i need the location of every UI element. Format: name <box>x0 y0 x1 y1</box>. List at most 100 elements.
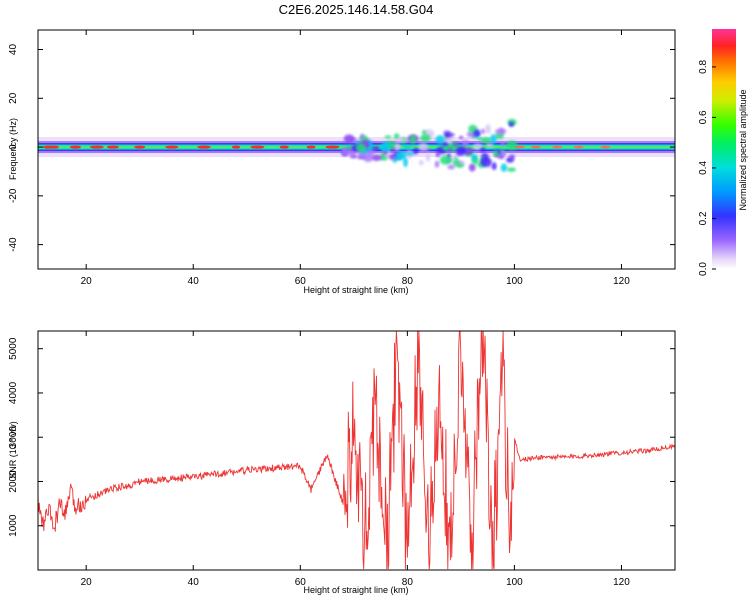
scatter-blob <box>434 160 440 168</box>
snr-x-ticks: 20 40 60 80 100 120 <box>81 331 630 588</box>
scatter-blob <box>355 143 367 153</box>
y-tick-label: 5000 <box>8 337 19 360</box>
heatmap-frame <box>37 29 676 270</box>
y-tick-label: 0 <box>8 144 19 150</box>
scatter-blob <box>435 134 445 145</box>
band-peak <box>600 145 611 149</box>
scatter-blob <box>418 159 424 166</box>
colorbar-ticks: 0.0 0.2 0.4 0.6 0.8 <box>698 60 716 276</box>
scatter-blob <box>371 146 381 150</box>
scatter-blob <box>485 143 494 148</box>
scatter-blob <box>350 151 357 156</box>
scatter-blob <box>485 124 491 134</box>
colorbar: 0.0 0.2 0.4 0.6 0.8 Normalized spectral ampl… <box>698 29 748 276</box>
scatter-blob <box>393 133 400 140</box>
y-tick-label: 2000 <box>8 470 19 493</box>
scatter-blob <box>480 157 492 167</box>
scatter-blob <box>468 163 476 172</box>
band-peak <box>573 145 584 149</box>
x-tick-label: 100 <box>506 276 523 287</box>
snr-x-axis-label: Height of straight line (km) <box>303 585 408 595</box>
scatter-blob <box>481 137 492 144</box>
scatter-blob <box>506 140 518 151</box>
scatter-blob <box>394 142 401 151</box>
scatter-blob <box>481 128 486 134</box>
heatmap-y-axis-label: Frequency (Hz) <box>8 118 18 180</box>
y-tick-label: 20 <box>8 92 19 104</box>
scatter-blob <box>420 134 431 142</box>
y-tick-label: -20 <box>8 188 19 203</box>
heatmap-panel: 20 40 60 80 100 120 40 20 0 -20 -40 Height of str… <box>8 29 676 295</box>
scatter-blob <box>447 164 455 170</box>
colorbar-tick-label: 0.0 <box>698 262 709 276</box>
scatter-blob <box>473 129 481 137</box>
scatter-blob <box>355 140 361 145</box>
scatter-blob <box>380 142 391 152</box>
scatter-blob <box>506 167 517 172</box>
band-peak <box>279 145 289 149</box>
scatter-blob <box>409 134 417 145</box>
scatter-blob <box>490 134 497 144</box>
scatter-blob <box>465 148 473 155</box>
colorbar-tick-label: 0.8 <box>698 60 709 74</box>
scatter-blob <box>500 141 506 147</box>
band-peak <box>106 145 119 149</box>
snr-frame <box>37 330 676 571</box>
band-peak <box>197 145 211 149</box>
scatter-blob <box>413 147 419 155</box>
colorbar-label: Normalized spectral amplitude <box>738 89 748 210</box>
y-tick-label: -40 <box>8 237 19 252</box>
colorbar-tick-label: 0.2 <box>698 211 709 225</box>
heatmap-spectrum <box>38 118 675 172</box>
scatter-blob <box>500 163 508 172</box>
x-tick-label: 80 <box>402 577 414 588</box>
scatter-blob <box>508 121 514 127</box>
scatter-blob <box>384 135 392 139</box>
band-peak <box>250 145 265 149</box>
band-peak <box>89 145 104 149</box>
band-peak <box>49 145 59 149</box>
x-tick-label: 60 <box>295 276 307 287</box>
scatter-blob <box>453 142 459 147</box>
snr-y-axis-label: SNR (10 * v/v) <box>8 421 18 479</box>
scatter-blob <box>403 151 416 156</box>
scatter-blob <box>447 148 453 152</box>
y-tick-label: 4000 <box>8 381 19 404</box>
scatter-blob <box>345 145 353 149</box>
scatter-blob <box>349 154 358 159</box>
band-peak <box>134 145 146 149</box>
scatter-blob <box>493 150 499 157</box>
scatter-blob <box>439 155 452 165</box>
y-tick-label: 3000 <box>8 426 19 449</box>
scatter-blob <box>418 143 428 151</box>
band-peak <box>530 145 541 149</box>
x-tick-label: 120 <box>613 276 630 287</box>
band-peak <box>165 145 179 149</box>
x-tick-label: 40 <box>188 276 200 287</box>
scatter-blob <box>435 151 441 158</box>
scatter-blob <box>395 137 407 143</box>
scatter-blob <box>422 130 427 135</box>
scatter-blob <box>495 128 507 135</box>
scatter-blob <box>403 157 408 168</box>
scatter-blob <box>477 137 484 141</box>
chart-title: C2E6.2025.146.14.58.G04 <box>279 2 434 17</box>
snr-panel: 20 40 60 80 100 120 1000 2000 3000 4000 5000 Heig… <box>8 330 676 595</box>
heatmap-x-axis-label: Height of straight line (km) <box>303 285 408 295</box>
scatter-blob <box>392 158 397 164</box>
scatter-blob <box>458 135 464 140</box>
scatter-blob <box>360 133 365 140</box>
scatter-blob <box>498 155 505 160</box>
heatmap-y-ticks: 40 20 0 -20 -40 <box>8 44 675 252</box>
scatter-blob <box>343 134 355 144</box>
scatter-blob <box>402 145 412 149</box>
colorbar-scale <box>712 29 736 269</box>
x-tick-label: 60 <box>295 577 307 588</box>
x-tick-label: 40 <box>188 577 200 588</box>
snr-y-ticks: 1000 2000 3000 4000 5000 <box>8 337 675 537</box>
band-peak <box>325 145 340 149</box>
band-peak <box>231 145 241 149</box>
heatmap-x-ticks: 20 40 60 80 100 120 <box>81 30 630 287</box>
scatter-blob <box>456 163 464 168</box>
